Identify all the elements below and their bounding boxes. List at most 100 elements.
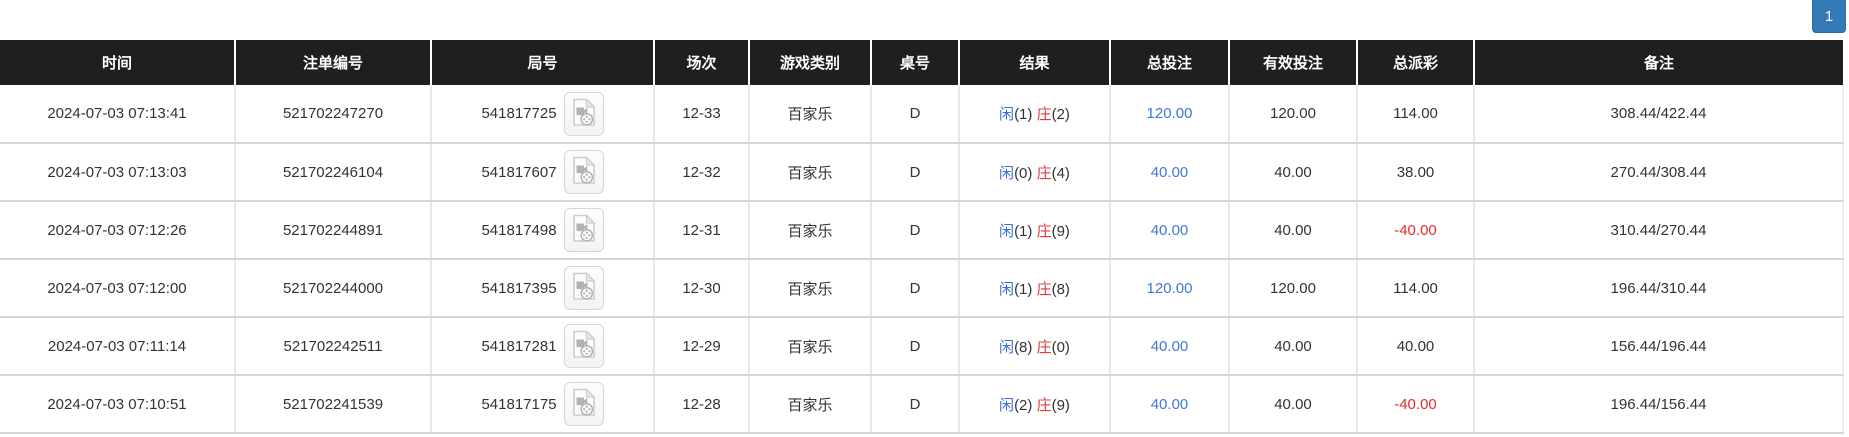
result-player-label: 闲	[999, 106, 1015, 123]
column-header-session: 场次	[654, 40, 750, 85]
total-bet-cell: 120.00	[1110, 85, 1230, 144]
video-file-icon	[572, 97, 596, 130]
column-header-table-id: 桌号	[871, 40, 960, 85]
round-id-cell: 541817175	[431, 375, 655, 434]
result-banker-label: 庄	[1036, 338, 1052, 356]
remark-cell: 196.44/156.44	[1474, 375, 1844, 434]
session-cell: 12-32	[654, 143, 750, 202]
pagination-page-1[interactable]: 1	[1812, 0, 1846, 33]
time-cell: 2024-07-03 07:12:26	[0, 201, 236, 260]
session-cell: 12-28	[654, 375, 750, 434]
round-id-value: 541817395	[481, 279, 557, 297]
result-player-count: (2)	[1014, 396, 1033, 414]
time-cell: 2024-07-03 07:13:41	[0, 85, 236, 144]
valid-bet-cell: 40.00	[1229, 143, 1358, 202]
payout-cell: 40.00	[1357, 317, 1475, 376]
result-player-count: (1)	[1014, 106, 1033, 123]
result-banker-count: (9)	[1051, 396, 1070, 414]
total-bet-link[interactable]: 120.00	[1146, 279, 1193, 297]
bet-id-cell: 521702244891	[235, 201, 432, 260]
round-id-value: 541817175	[481, 395, 557, 413]
video-file-icon	[572, 388, 596, 420]
valid-bet-cell: 40.00	[1229, 317, 1358, 376]
time-cell: 2024-07-03 07:10:51	[0, 375, 236, 434]
payout-value: 114.00	[1393, 279, 1438, 297]
remark-cell: 270.44/308.44	[1474, 143, 1844, 202]
result-player-count: (0)	[1014, 164, 1033, 182]
time-cell: 2024-07-03 07:12:00	[0, 259, 236, 318]
video-replay-button[interactable]	[563, 91, 604, 136]
payout-cell: -40.00	[1357, 375, 1475, 434]
result-cell: 闲(1) 庄(9)	[959, 201, 1111, 260]
result-banker-label: 庄	[1036, 396, 1052, 414]
table-id-cell: D	[871, 259, 960, 318]
result-player-count: (1)	[1014, 280, 1033, 298]
valid-bet-cell: 40.00	[1229, 201, 1358, 260]
video-replay-button[interactable]	[563, 382, 604, 426]
payout-cell: 114.00	[1357, 85, 1475, 144]
total-bet-link[interactable]: 40.00	[1150, 163, 1189, 181]
bet-records-table: 时间 注单编号 局号 场次 游戏类别 桌号 结果 总投注 有效投注 总派彩 备注…	[0, 40, 1844, 434]
column-header-result: 结果	[959, 40, 1111, 85]
result-player-label: 闲	[999, 338, 1015, 356]
round-id-cell: 541817395	[431, 259, 655, 318]
bet-id-cell: 521702241539	[235, 375, 432, 434]
total-bet-cell: 120.00	[1110, 259, 1230, 318]
total-bet-link[interactable]: 120.00	[1146, 105, 1193, 122]
total-bet-link[interactable]: 40.00	[1150, 221, 1189, 239]
bet-id-cell: 521702244000	[235, 259, 432, 318]
video-file-icon	[572, 214, 596, 246]
table-row: 2024-07-03 07:11:14 521702242511 5418172…	[0, 317, 1844, 376]
table-id-cell: D	[871, 85, 960, 144]
round-id-value: 541817281	[481, 337, 557, 355]
payout-value: -40.00	[1394, 395, 1437, 413]
table-row: 2024-07-03 07:12:00 521702244000 5418173…	[0, 259, 1844, 318]
result-banker-label: 庄	[1036, 164, 1052, 182]
session-cell: 12-31	[654, 201, 750, 260]
session-cell: 12-29	[654, 317, 750, 376]
column-header-payout: 总派彩	[1357, 40, 1475, 85]
valid-bet-cell: 40.00	[1229, 375, 1358, 434]
time-cell: 2024-07-03 07:11:14	[0, 317, 236, 376]
total-bet-link[interactable]: 40.00	[1150, 337, 1189, 355]
table-body: 2024-07-03 07:13:41 521702247270 5418177…	[0, 85, 1844, 434]
round-id-value: 541817498	[481, 221, 557, 239]
result-player-label: 闲	[999, 164, 1015, 182]
game-type-cell: 百家乐	[749, 85, 872, 144]
result-banker-label: 庄	[1036, 222, 1052, 240]
round-id-cell: 541817498	[431, 201, 655, 260]
result-banker-count: (4)	[1051, 164, 1070, 182]
table-id-cell: D	[871, 317, 960, 376]
bet-id-cell: 521702247270	[235, 85, 432, 144]
payout-cell: 114.00	[1357, 259, 1475, 318]
game-type-cell: 百家乐	[749, 375, 872, 434]
video-replay-button[interactable]	[563, 150, 604, 194]
round-id-cell: 541817281	[431, 317, 655, 376]
game-type-cell: 百家乐	[749, 201, 872, 260]
result-banker-label: 庄	[1036, 280, 1052, 298]
session-cell: 12-30	[654, 259, 750, 318]
result-cell: 闲(8) 庄(0)	[959, 317, 1111, 376]
payout-cell: -40.00	[1357, 201, 1475, 260]
result-banker-label: 庄	[1036, 106, 1052, 123]
result-cell: 闲(1) 庄(2)	[959, 85, 1111, 144]
video-replay-button[interactable]	[563, 324, 604, 368]
payout-value: 40.00	[1396, 337, 1435, 355]
result-player-label: 闲	[999, 396, 1015, 414]
bet-id-cell: 521702246104	[235, 143, 432, 202]
result-banker-count: (9)	[1051, 222, 1070, 240]
video-replay-button[interactable]	[563, 266, 604, 310]
column-header-remark: 备注	[1474, 40, 1843, 85]
valid-bet-cell: 120.00	[1229, 259, 1358, 318]
game-type-cell: 百家乐	[749, 143, 872, 202]
table-header-row: 时间 注单编号 局号 场次 游戏类别 桌号 结果 总投注 有效投注 总派彩 备注	[0, 40, 1843, 85]
payout-value: -40.00	[1394, 221, 1437, 239]
video-replay-button[interactable]	[563, 208, 604, 252]
total-bet-cell: 40.00	[1110, 143, 1230, 202]
payout-value: 38.00	[1396, 163, 1435, 181]
game-type-cell: 百家乐	[749, 317, 872, 376]
column-header-game-type: 游戏类别	[749, 40, 872, 85]
total-bet-link[interactable]: 40.00	[1150, 395, 1189, 413]
result-banker-count: (0)	[1051, 338, 1070, 356]
result-player-label: 闲	[999, 280, 1015, 298]
